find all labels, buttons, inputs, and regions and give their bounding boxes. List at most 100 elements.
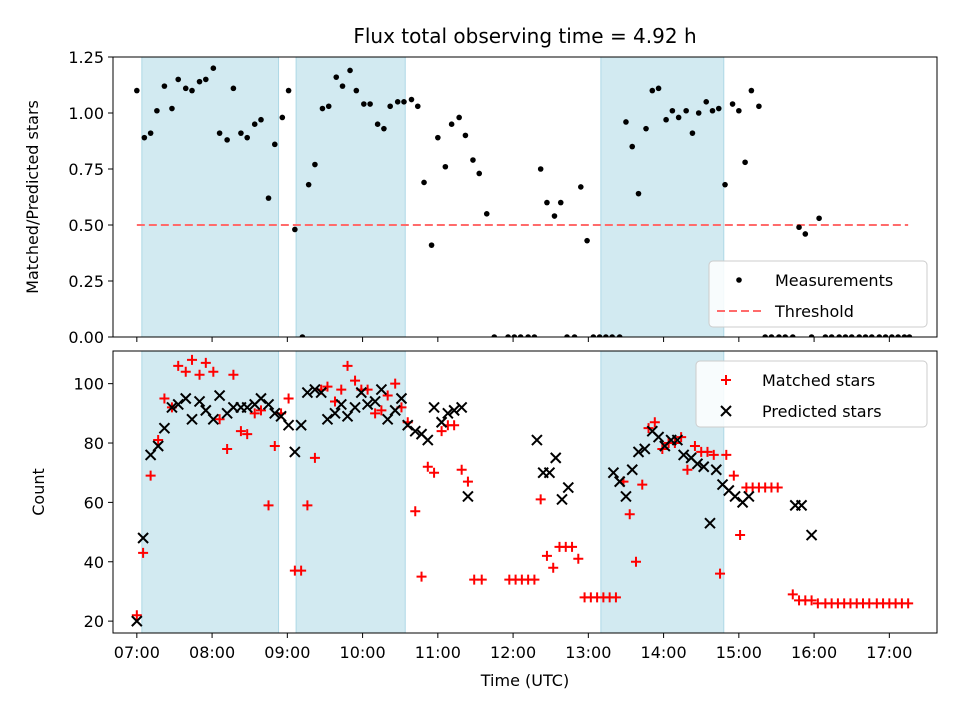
measurement-point (663, 116, 669, 123)
matched-star-point (735, 530, 746, 541)
predicted-star-point (213, 389, 226, 402)
measurement-point (776, 334, 782, 337)
x-tick-label: 10:00 (340, 643, 386, 662)
matched-star-point (573, 553, 584, 564)
measurement-point (476, 170, 483, 177)
measurement-point (147, 130, 154, 136)
matched-star-point (772, 482, 783, 493)
measurement-point (537, 166, 544, 172)
y-tick-label: 100 (73, 375, 104, 394)
measurement-point (531, 334, 538, 337)
matched-star-point (350, 375, 361, 386)
measurement-point (483, 211, 490, 217)
measurement-point (590, 334, 597, 337)
measurement-point (822, 334, 829, 337)
matched-star-point (255, 405, 266, 416)
predicted-star-point (442, 407, 454, 420)
measurement-point (789, 334, 796, 337)
predicted-star-point (428, 401, 440, 414)
measurement-point (312, 161, 318, 168)
matched-star-point (208, 366, 219, 377)
measurement-point (856, 334, 863, 337)
measurement-point (802, 231, 809, 237)
matched-star-point (806, 595, 817, 606)
predicted-star-point (531, 434, 543, 446)
measurement-point (414, 103, 421, 110)
measurement-point (361, 101, 367, 107)
matched-star-point (535, 494, 546, 505)
measurement-point (462, 132, 469, 139)
measurement-point (161, 83, 168, 89)
measurement-point (224, 137, 230, 143)
matched-star-point (449, 420, 460, 431)
measurement-point (715, 105, 722, 112)
y-tick-label: 0.75 (68, 160, 104, 179)
matched-star-point (410, 506, 421, 517)
measurement-point (325, 103, 332, 110)
matched-star-point (336, 384, 347, 395)
predicted-star-point (562, 481, 574, 494)
x-axis-label: Time (UTC) (480, 671, 569, 690)
matched-star-point (390, 378, 401, 389)
matched-star-point (541, 550, 552, 561)
measurement-point (729, 101, 736, 107)
matched-star-point (131, 610, 142, 621)
matched-star-point (145, 470, 156, 481)
measurement-point (762, 334, 768, 337)
measurement-point (669, 107, 676, 114)
predicted-star-point (805, 529, 818, 541)
measurement-point (435, 134, 441, 141)
y-tick-label: 20 (84, 612, 104, 631)
measurement-point (339, 83, 346, 89)
matched-star-point (370, 408, 381, 419)
measurement-point (689, 130, 696, 136)
measurement-point (141, 134, 148, 141)
measurement-point (675, 114, 682, 121)
matched-star-point (153, 435, 164, 446)
measurement-point (862, 334, 869, 337)
matched-star-point (309, 452, 320, 463)
plot-area (131, 351, 914, 633)
predicted-star-point (607, 466, 620, 479)
matched-star-point (187, 354, 198, 365)
predicted-star-point (632, 446, 645, 458)
legend-label: Matched stars (762, 371, 875, 390)
observing-window-1 (141, 351, 280, 633)
axes-frame (112, 56, 938, 338)
measurement-point (808, 334, 815, 337)
predicted-star-point (652, 431, 665, 443)
measurement-point (683, 107, 689, 114)
y-tick-label: 1.00 (68, 104, 104, 123)
measurement-point (196, 78, 203, 85)
measurement-point (882, 334, 889, 337)
matched-star-point (302, 500, 313, 511)
measurement-point (210, 65, 217, 71)
matched-star-point (200, 357, 211, 368)
legend: Measurements Threshold (708, 260, 928, 328)
matched-star-point (436, 426, 447, 437)
predicted-star-point (462, 490, 474, 503)
predicted-star-point (409, 425, 421, 437)
matched-star-point (462, 476, 473, 487)
measurement-point (442, 163, 449, 170)
predicted-star-point (710, 464, 722, 476)
y-tick-label: 40 (84, 553, 104, 572)
measurement-point (649, 87, 656, 94)
matched-star-point (242, 429, 253, 440)
measurement-point (353, 87, 360, 94)
measurement-point (609, 334, 615, 337)
predicted-star-point (193, 395, 206, 408)
matched-star-point (567, 541, 578, 552)
measurement-point (169, 105, 175, 112)
predicted-star-point (677, 449, 690, 461)
predicted-star-point (186, 413, 198, 425)
legend-marker-predicted (720, 405, 732, 417)
observing-window-1 (141, 57, 280, 337)
measurement-point (722, 181, 728, 188)
measurement-point (551, 213, 558, 219)
x-tick-label: 13:00 (565, 643, 611, 662)
measurement-point (629, 143, 636, 150)
matched-star-point (342, 360, 353, 371)
measurement-point (511, 334, 518, 337)
matched-star-point (180, 366, 191, 377)
